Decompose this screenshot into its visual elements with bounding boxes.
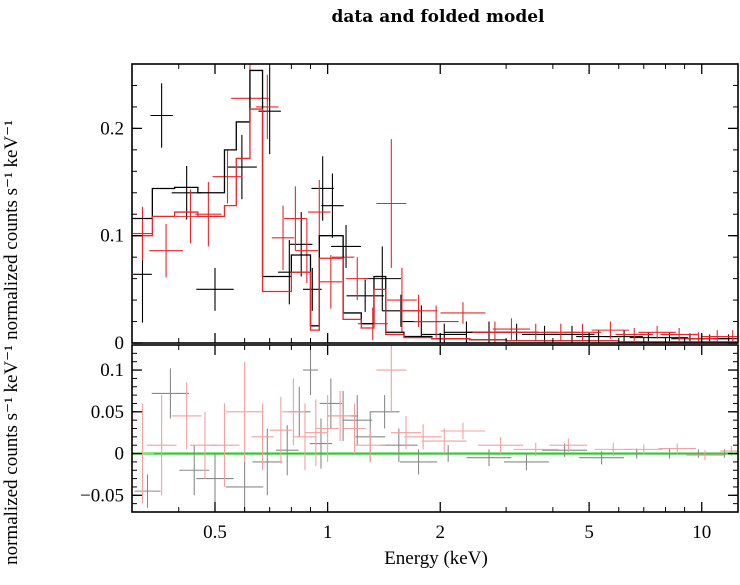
top-y-axis-label: normalized counts s⁻¹ keV⁻¹ [1, 120, 22, 340]
bottom-panel-frame [131, 344, 739, 513]
x-axis-label: Energy (keV) [384, 548, 488, 569]
y-tick-label: 0.1 [100, 226, 124, 247]
y-tick-label: 0.05 [91, 402, 124, 423]
chart-title: data and folded model [332, 7, 546, 27]
x-tick-label: 5 [584, 522, 594, 543]
y-tick-label: 0.2 [100, 118, 124, 139]
model-step-line [132, 69, 738, 343]
top-panel-ticks: 0 0.1 0.2 [100, 63, 738, 354]
y-tick-label: 0 [115, 333, 125, 354]
top-panel-frame [131, 63, 739, 344]
y-tick-label: 0 [115, 444, 125, 465]
top-panel-series [132, 64, 738, 343]
top-panel: 0 0.1 0.2 [100, 63, 739, 354]
x-tick-label: 0.5 [203, 522, 227, 543]
x-tick-label: 1 [323, 522, 333, 543]
y-tick-label: 0.1 [100, 360, 124, 381]
bottom-panel-series [132, 345, 738, 512]
x-tick-label: 10 [692, 522, 711, 543]
bottom-y-axis-label: normalized counts s⁻¹ keV⁻¹ [1, 345, 22, 565]
bottom-panel-ticks: −0.05 0 0.05 0.1 0.5 1 2 5 10 [80, 344, 738, 543]
model-step-line [132, 108, 738, 343]
x-tick-label: 2 [435, 522, 445, 543]
y-tick-label: −0.05 [80, 485, 124, 506]
bottom-panel: −0.05 0 0.05 0.1 0.5 1 2 5 10 [80, 344, 739, 543]
